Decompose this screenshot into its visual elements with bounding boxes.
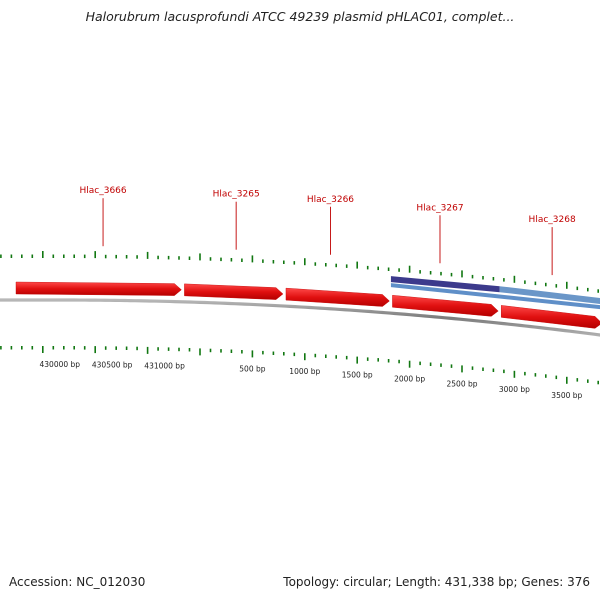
gene-track xyxy=(15,281,600,329)
scale-label: 2000 bp xyxy=(394,375,425,384)
feature-band[interactable] xyxy=(390,276,500,293)
scale-label: 3500 bp xyxy=(551,391,582,400)
topology-summary: Topology: circular; Length: 431,338 bp; … xyxy=(283,575,590,589)
gene-arrow[interactable] xyxy=(501,305,600,329)
scale-label: 430500 bp xyxy=(92,360,133,369)
map-title: Halorubrum lacusprofundi ATCC 49239 plas… xyxy=(85,9,515,24)
gene-label[interactable]: Hlac_3666 xyxy=(79,186,126,196)
feature-band[interactable] xyxy=(499,286,600,305)
scale-label: 1500 bp xyxy=(342,371,373,380)
accession-text: Accession: NC_012030 xyxy=(9,575,146,589)
gene-arrow[interactable] xyxy=(392,295,499,317)
scale-label: 431000 bp xyxy=(144,361,185,370)
genome-backbone xyxy=(0,298,600,337)
gene-arrow[interactable] xyxy=(15,281,182,296)
feature-band[interactable] xyxy=(390,283,600,310)
gene-label[interactable]: Hlac_3265 xyxy=(213,190,260,200)
scale-label-group: 430000 bp 430500 bp 431000 bp 500 bp 1000 bp… xyxy=(40,360,583,400)
gene-arrow[interactable] xyxy=(285,287,390,307)
gene-label[interactable]: Hlac_3267 xyxy=(416,203,463,213)
gene-arrow[interactable] xyxy=(184,283,284,300)
gene-label[interactable]: Hlac_3266 xyxy=(307,195,354,205)
scale-label: 500 bp xyxy=(239,364,265,373)
scale-label: 430000 bp xyxy=(40,360,81,369)
scale-label: 2500 bp xyxy=(447,379,478,388)
gene-label-group: Hlac_3666 Hlac_3265 Hlac_3266 Hlac_3267 Hlac… xyxy=(79,186,576,276)
upper-tick-row xyxy=(0,251,600,293)
feature-track xyxy=(390,276,600,310)
scale-label: 1000 bp xyxy=(289,367,320,376)
scale-label: 3000 bp xyxy=(499,385,530,394)
lower-tick-row xyxy=(0,346,600,385)
gene-label[interactable]: Hlac_3268 xyxy=(529,215,576,225)
